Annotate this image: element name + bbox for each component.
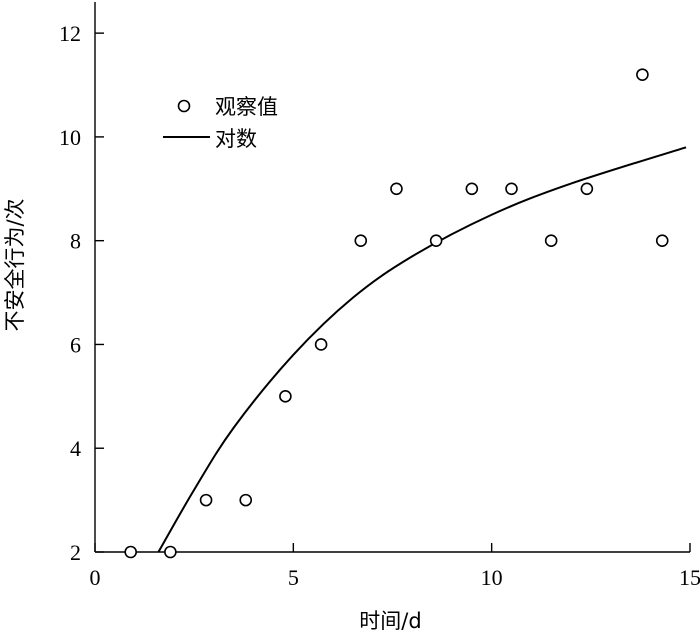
observed-point (124, 545, 137, 559)
x-tick-label: 5 (288, 565, 299, 590)
y-tick-label: 4 (70, 436, 81, 461)
observed-point (580, 182, 594, 196)
x-tick-label: 10 (481, 565, 503, 590)
fit-curve-log (157, 146, 687, 553)
legend-label-observed: 观察值 (215, 95, 278, 119)
observed-point (354, 234, 368, 247)
x-ticks: 0 5 10 15 (90, 543, 700, 590)
y-axis-title: 不安全行为/次 (3, 198, 27, 331)
x-tick-label: 15 (679, 565, 700, 590)
legend: 观察值 对数 (163, 95, 278, 151)
legend-label-log: 对数 (215, 127, 257, 151)
fit-series (157, 146, 687, 553)
observed-point (239, 493, 253, 507)
observed-point (164, 545, 177, 559)
x-tick-label: 0 (90, 565, 101, 590)
observed-point (429, 234, 443, 247)
y-ticks: 2 4 6 8 10 12 (59, 21, 104, 565)
observed-point (655, 234, 669, 247)
observed-point (544, 234, 558, 247)
observed-point (636, 68, 649, 81)
observed-point (505, 182, 518, 196)
y-tick-label: 6 (70, 332, 81, 357)
y-tick-label: 2 (70, 540, 81, 565)
y-tick-label: 10 (59, 125, 81, 150)
y-tick-label: 8 (70, 229, 81, 254)
observed-point (199, 493, 213, 507)
y-tick-label: 12 (59, 21, 81, 46)
x-axis-title: 时间/d (359, 609, 421, 633)
observed-point (390, 182, 403, 196)
observed-point (314, 338, 328, 351)
observed-point (279, 390, 292, 403)
legend-marker-observed (177, 99, 191, 113)
observed-point (465, 182, 479, 196)
axes (94, 2, 690, 553)
observed-series (124, 68, 669, 559)
